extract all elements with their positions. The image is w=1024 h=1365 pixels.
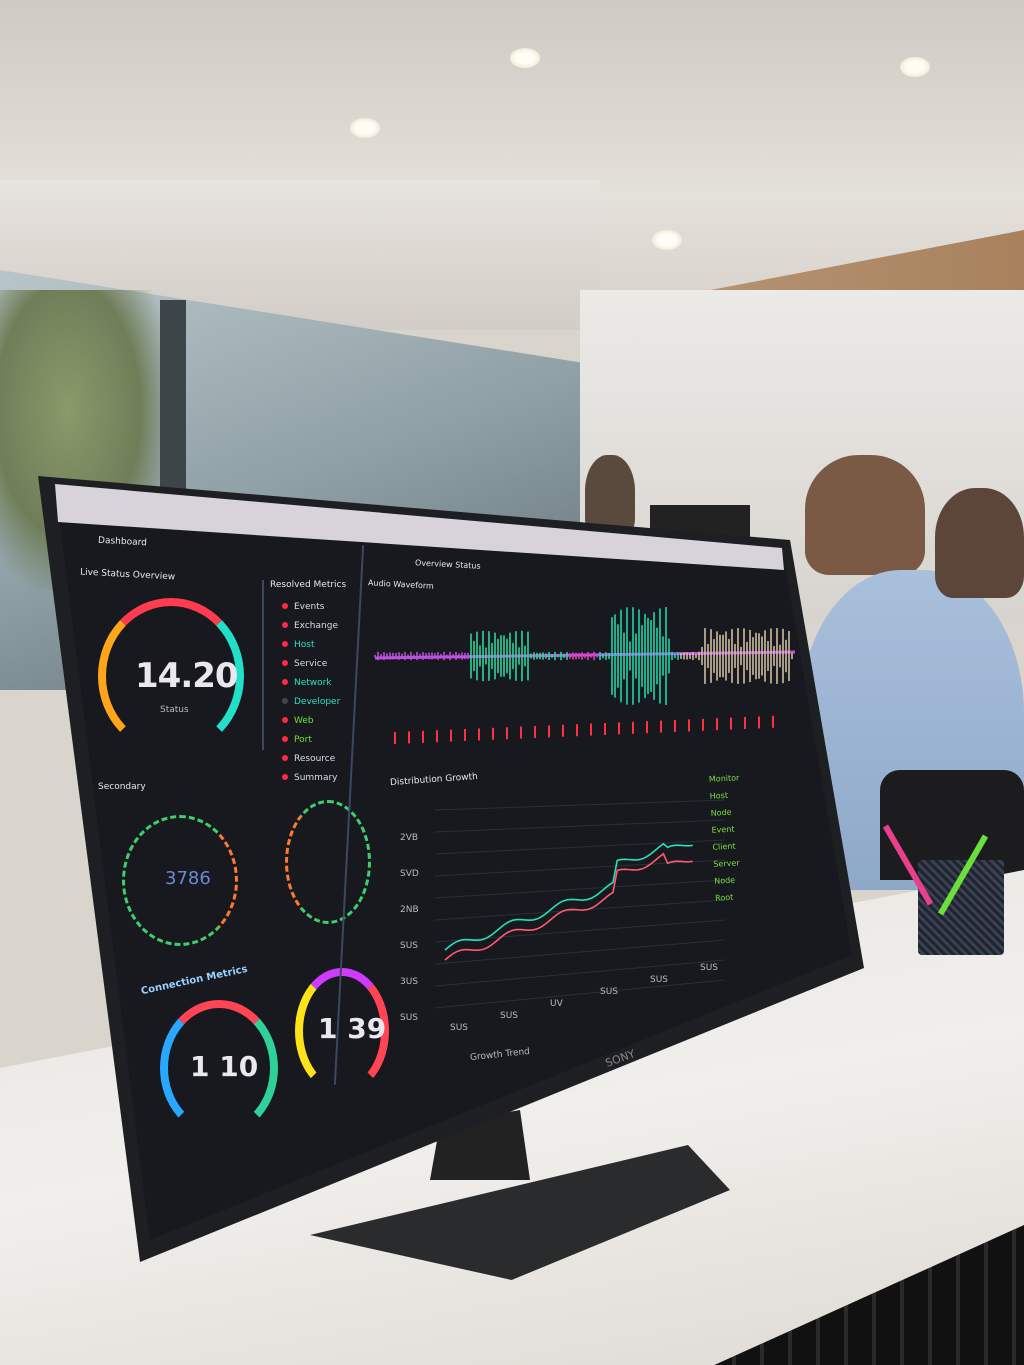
gridline (434, 879, 726, 899)
right-list-item[interactable]: Server (713, 858, 740, 869)
legend-item[interactable]: Developer (282, 693, 340, 712)
right-list-item[interactable]: Root (714, 892, 734, 903)
legend-item[interactable]: Resource (282, 750, 340, 769)
y-tick-label: 2VB (400, 833, 418, 843)
y-tick-label: SUS (400, 941, 418, 951)
legend-item[interactable]: Events (282, 598, 340, 617)
waveform-bars (374, 607, 793, 705)
gridline (434, 959, 726, 987)
person-background (585, 455, 635, 535)
gridline (434, 939, 726, 965)
x-tick-label: SUS (450, 1023, 468, 1033)
legend-item[interactable]: Exchange (282, 617, 340, 636)
right-list-item[interactable]: Monitor (708, 773, 740, 784)
divider (262, 580, 264, 750)
gauge-a-value: 1 10 (190, 1050, 259, 1083)
legend-item[interactable]: Port (282, 731, 340, 750)
circular-value: 3786 (165, 868, 211, 889)
y-tick-label: SUS (400, 1013, 418, 1023)
legend-item[interactable]: Summary (282, 769, 340, 788)
x-tick-label: SUS (500, 1011, 518, 1021)
pulse-markers (394, 715, 774, 744)
ceiling-light (900, 57, 930, 77)
gridline (434, 839, 726, 855)
legend-item[interactable]: Network (282, 674, 340, 693)
ceiling-light (350, 118, 380, 138)
x-tick-label: SUS (600, 987, 618, 997)
legend-title: Resolved Metrics (270, 580, 347, 590)
line-chart: 2VB SVD 2NB SUS 3US SUS SUS SUS UV SUS SUS SUS (400, 799, 726, 1033)
ceiling-light (510, 48, 540, 68)
main-gauge (98, 598, 244, 754)
right-list-item[interactable]: Node (714, 875, 736, 886)
main-gauge-label: Status (160, 705, 189, 715)
section-title: Secondary (98, 782, 146, 792)
main-gauge-value: 14.20 (135, 656, 239, 696)
x-tick-label: SUS (650, 975, 668, 985)
legend-list: Events Exchange Host Service Network Dev… (282, 598, 340, 788)
right-list-item[interactable]: Event (711, 824, 735, 835)
gridline (434, 919, 726, 943)
y-tick-label: 2NB (400, 905, 419, 915)
gridline (434, 799, 726, 811)
right-list-item[interactable]: Client (712, 841, 736, 852)
x-tick-label: SUS (700, 963, 718, 973)
gridline (434, 819, 726, 833)
person-head (935, 488, 1024, 598)
gauge-a (160, 1000, 278, 1136)
y-tick-label: SVD (400, 869, 419, 879)
series-line (444, 852, 693, 961)
right-list-item[interactable]: Node (710, 807, 732, 818)
x-tick-label: UV (550, 999, 564, 1009)
y-tick-label: 3US (400, 977, 418, 987)
circular-gauge (122, 815, 238, 946)
legend-item[interactable]: Host (282, 636, 340, 655)
gauge-b (295, 968, 389, 1094)
series-line (444, 842, 693, 951)
gauge-b-value: 1 39 (318, 1012, 387, 1045)
ceiling-light (652, 230, 682, 250)
circular-gauge-2 (285, 800, 371, 924)
legend-item[interactable]: Service (282, 655, 340, 674)
gridline (434, 979, 726, 1009)
legend-item[interactable]: Web (282, 712, 340, 731)
person-head (805, 455, 925, 575)
waveform-chart (374, 607, 796, 744)
gridline (434, 859, 726, 877)
right-list-item[interactable]: Host (709, 790, 729, 801)
